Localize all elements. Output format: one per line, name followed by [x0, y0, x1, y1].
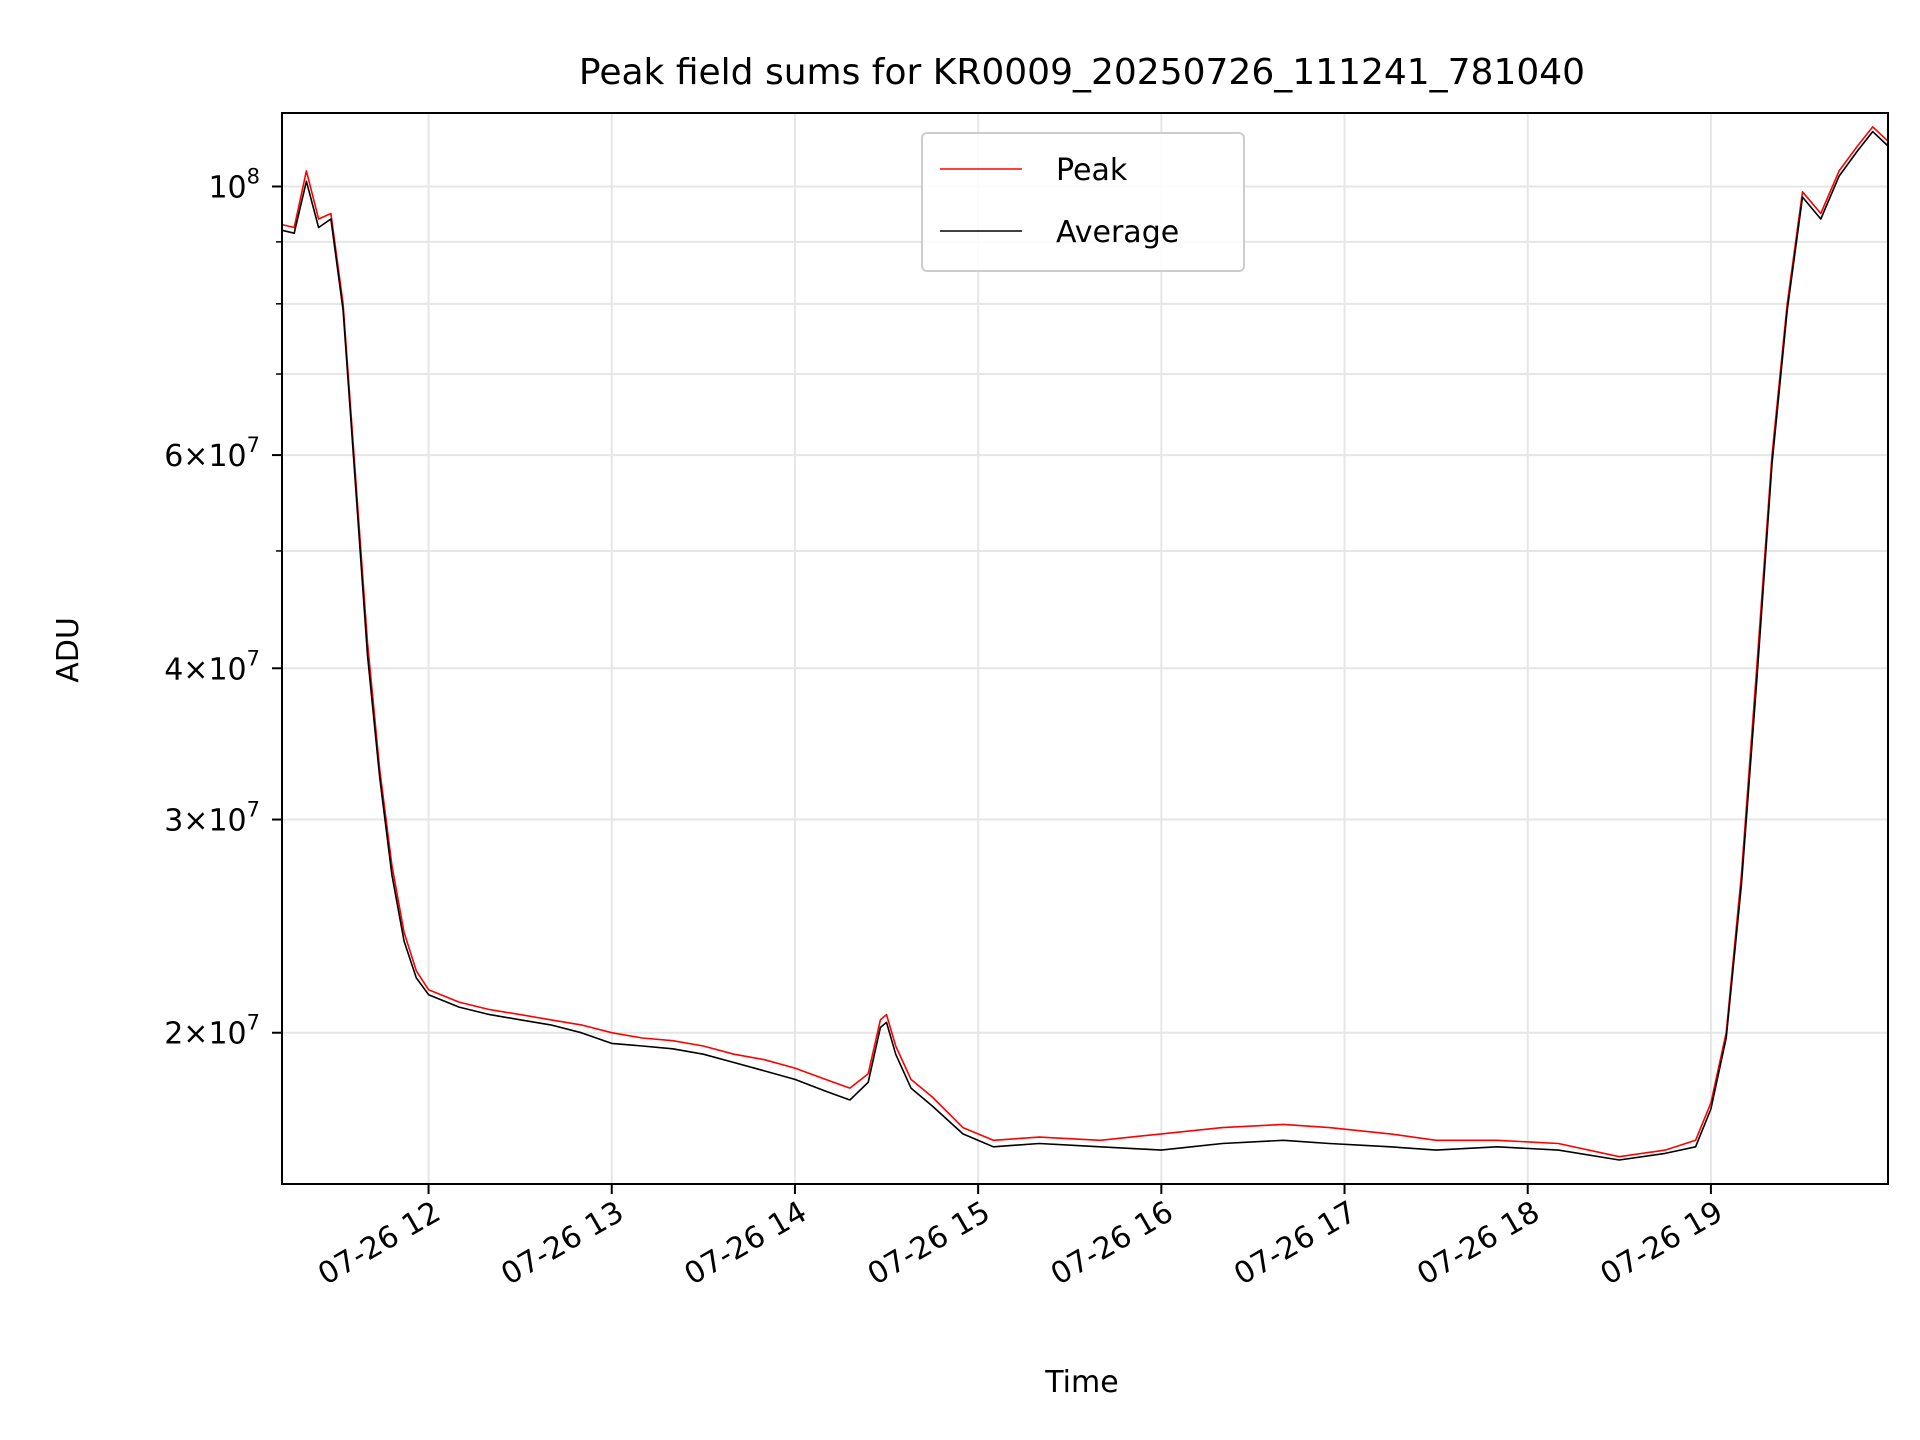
y-tick-label: 2×107: [164, 1011, 260, 1052]
y-tick-label: 3×107: [164, 798, 260, 839]
chart-title: Peak field sums for KR0009_20250726_1112…: [579, 52, 1585, 93]
y-axis-label: ADU: [51, 617, 86, 683]
y-tick-label: 4×107: [164, 646, 260, 687]
legend-label: Average: [1056, 215, 1179, 250]
x-axis-label: Time: [1044, 1365, 1118, 1400]
plot-frame: [281, 112, 1889, 1185]
y-tick-label: 6×107: [164, 433, 260, 474]
legend-box: [921, 132, 1245, 272]
y-tick-label: 108: [208, 164, 260, 205]
series-line-average: [282, 130, 1888, 1161]
legend-label: Peak: [1056, 153, 1128, 188]
legend: Peak Average: [921, 132, 1245, 272]
series-layer: [282, 126, 1888, 1161]
grid: [282, 113, 1888, 1184]
